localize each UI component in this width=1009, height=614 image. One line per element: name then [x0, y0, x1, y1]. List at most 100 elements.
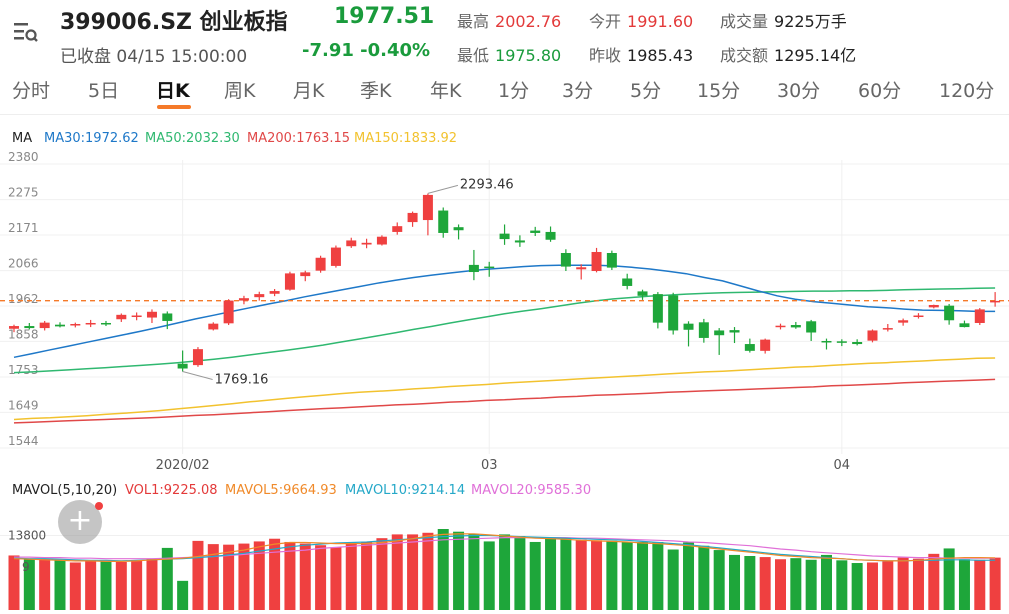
volume-chart[interactable]: 13800 9 [0, 502, 1009, 614]
market-status: 已收盘 04/15 15:00:00 [60, 47, 248, 67]
x-tick-label: 04 [834, 458, 851, 473]
candle-body [330, 247, 341, 266]
menu-search-icon[interactable] [12, 20, 38, 44]
volume-bar [713, 550, 725, 610]
candle-body [637, 291, 648, 296]
candle-body [744, 344, 755, 351]
mavol20-line [14, 536, 996, 560]
y-tick-label: 1858 [8, 327, 39, 341]
volume-bar [54, 559, 66, 610]
volume-bar [529, 541, 541, 610]
volume-bar [299, 543, 311, 610]
tab-weekly-k[interactable]: 周K [224, 80, 256, 102]
candle-body [39, 322, 50, 329]
tab-5min[interactable]: 5分 [630, 80, 662, 102]
candle-body [24, 326, 35, 329]
max-annotation-label: 2293.46 [460, 177, 514, 192]
tab-1min[interactable]: 1分 [498, 80, 530, 102]
candle-body [192, 349, 203, 366]
stat-low-value: 1975.80 [495, 46, 562, 65]
stat-volume-value: 9225万手 [774, 12, 847, 31]
candle-body [698, 322, 709, 338]
candle-body [422, 194, 433, 221]
candle-body [990, 300, 1001, 303]
mavol5-line [13, 533, 996, 563]
volume-bar [23, 558, 35, 610]
volume-bar [958, 559, 970, 610]
ma-legend-title: MA [12, 131, 33, 146]
volume-bar [851, 563, 863, 610]
candle-body [821, 340, 832, 343]
tab-5day[interactable]: 5日 [88, 80, 120, 102]
volume-bar [499, 534, 511, 610]
volume-bar [223, 544, 235, 610]
candle-body [622, 278, 633, 286]
candle-body [852, 342, 863, 345]
candle-body [131, 315, 142, 318]
volume-bar [407, 534, 419, 610]
candle-body [760, 339, 771, 351]
volume-bar [330, 547, 342, 610]
ma50-legend: MA50:2032.30 [145, 131, 240, 146]
tab-30min[interactable]: 30分 [777, 80, 821, 102]
candle-body [315, 257, 326, 271]
volume-bar [744, 556, 756, 610]
volume-bar [820, 554, 832, 610]
tab-quarterly-k[interactable]: 季K [360, 80, 392, 102]
volume-bar [192, 540, 204, 610]
tab-daily-k[interactable]: 日K [156, 80, 190, 102]
tab-15min[interactable]: 15分 [697, 80, 741, 102]
y-tick-label: 1962 [8, 292, 39, 306]
tab-intraday[interactable]: 分时 [12, 80, 51, 102]
volume-bar [989, 557, 1001, 610]
ma150-line [13, 357, 996, 421]
volume-bar [483, 541, 495, 610]
stat-high-value: 2002.76 [495, 12, 562, 31]
y-tick-label: 1753 [8, 363, 39, 377]
volume-bar [146, 558, 158, 610]
candle-body [146, 311, 157, 318]
volume-bar [85, 560, 97, 610]
tab-60min[interactable]: 60分 [858, 80, 902, 102]
volume-bar [575, 539, 587, 610]
min-annotation-label: 1769.16 [215, 373, 269, 388]
volume-bar [422, 532, 434, 610]
tab-120min[interactable]: 120分 [939, 80, 995, 102]
volume-bar [315, 545, 327, 610]
candle-body [683, 323, 694, 330]
volume-bar [253, 541, 265, 610]
y-tick-label: 2171 [8, 221, 39, 235]
candle-body [652, 294, 663, 323]
candle-body [974, 309, 985, 323]
stat-prev-close: 昨收 1985.43 [589, 42, 693, 66]
volume-bar [391, 534, 403, 610]
volume-bar [39, 558, 51, 610]
tab-monthly-k[interactable]: 月K [293, 80, 325, 102]
volume-bar [560, 538, 572, 610]
tab-3min[interactable]: 3分 [562, 80, 594, 102]
volume-bar [683, 542, 695, 610]
add-indicator-button[interactable]: + [58, 500, 103, 544]
x-tick-label: 03 [481, 458, 498, 473]
stat-amount-value: 1295.14亿 [774, 46, 857, 65]
candle-body [346, 240, 357, 247]
candle-body [70, 324, 81, 326]
current-price: 1977.51 [334, 4, 435, 29]
y-tick-label: 2275 [8, 186, 39, 200]
stat-volume-label: 成交量 [720, 12, 769, 31]
candlestick-chart[interactable]: 2380 2275 2171 2066 1962 1858 1753 1649 1544 2020… [0, 150, 1009, 480]
volume-y-tick-lower-label: 9 [22, 560, 30, 574]
active-tab-indicator [157, 105, 191, 109]
stat-open: 今开 1991.60 [589, 8, 693, 32]
candle-body [468, 264, 479, 273]
volume-bar [882, 561, 894, 610]
mavol20-legend: MAVOL20:9585.30 [471, 483, 592, 498]
volume-bar [545, 537, 557, 610]
y-tick-label: 1649 [8, 398, 39, 412]
candle-body [392, 226, 403, 232]
tab-yearly-k[interactable]: 年K [430, 80, 462, 102]
candle-body [9, 326, 19, 329]
volume-bar [8, 555, 20, 610]
candle-body [898, 320, 909, 323]
